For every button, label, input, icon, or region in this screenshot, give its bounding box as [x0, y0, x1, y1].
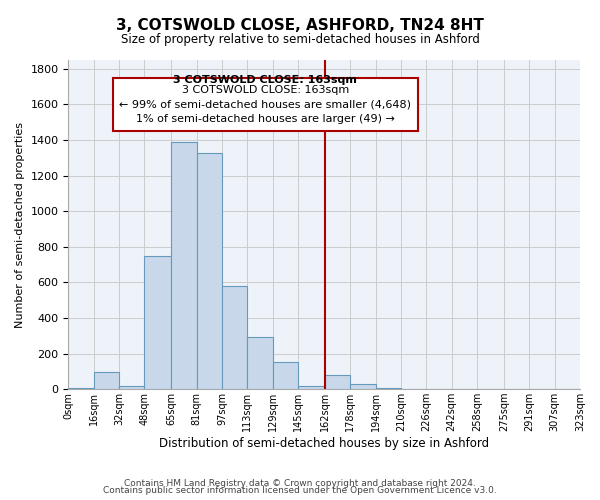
Bar — [172, 142, 197, 389]
Bar — [325, 375, 350, 389]
Bar — [197, 152, 222, 389]
Bar — [247, 336, 273, 389]
Bar — [376, 388, 401, 389]
Bar — [94, 372, 119, 389]
X-axis label: Distribution of semi-detached houses by size in Ashford: Distribution of semi-detached houses by … — [159, 437, 489, 450]
Bar — [298, 386, 325, 389]
Text: Contains public sector information licensed under the Open Government Licence v3: Contains public sector information licen… — [103, 486, 497, 495]
Text: 3 COTSWOLD CLOSE: 163sqm
← 99% of semi-detached houses are smaller (4,648)
1% of: 3 COTSWOLD CLOSE: 163sqm ← 99% of semi-d… — [119, 84, 412, 124]
Text: 3 COTSWOLD CLOSE: 163sqm: 3 COTSWOLD CLOSE: 163sqm — [173, 74, 358, 85]
Bar — [273, 362, 298, 389]
Text: Size of property relative to semi-detached houses in Ashford: Size of property relative to semi-detach… — [121, 32, 479, 46]
Bar — [222, 286, 247, 389]
Y-axis label: Number of semi-detached properties: Number of semi-detached properties — [15, 122, 25, 328]
Bar — [68, 388, 94, 389]
Text: Contains HM Land Registry data © Crown copyright and database right 2024.: Contains HM Land Registry data © Crown c… — [124, 478, 476, 488]
Text: 3, COTSWOLD CLOSE, ASHFORD, TN24 8HT: 3, COTSWOLD CLOSE, ASHFORD, TN24 8HT — [116, 18, 484, 32]
Bar — [145, 256, 172, 389]
Bar — [119, 386, 145, 389]
Bar — [350, 384, 376, 389]
